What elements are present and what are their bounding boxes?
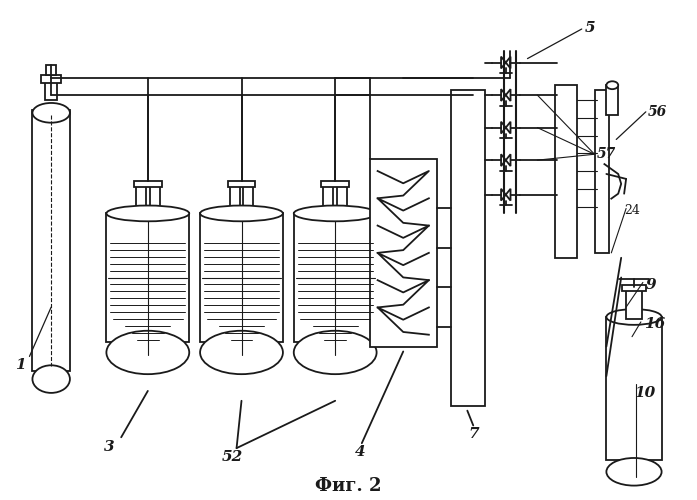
Ellipse shape [293,331,376,374]
Polygon shape [506,56,510,68]
Text: 4: 4 [355,445,365,459]
Ellipse shape [606,309,661,325]
Polygon shape [501,154,506,166]
Ellipse shape [200,331,283,374]
Ellipse shape [107,331,189,374]
Bar [369,159,437,346]
Bar [243,186,253,216]
Bar [200,214,283,342]
Bar [337,186,347,216]
Bar [626,290,642,319]
Text: 24: 24 [624,204,640,216]
Polygon shape [506,122,510,134]
Bar [230,186,240,216]
Polygon shape [501,189,506,200]
Text: 3: 3 [103,440,114,454]
Polygon shape [501,122,506,134]
Text: 7: 7 [468,428,479,442]
Text: 1: 1 [15,358,25,372]
Bar [134,181,162,187]
Bar [136,186,146,216]
Ellipse shape [606,82,618,89]
Text: 9: 9 [646,278,657,291]
Ellipse shape [33,103,70,122]
Polygon shape [501,56,506,68]
Polygon shape [506,89,510,101]
Bar [107,214,189,342]
Polygon shape [501,89,506,101]
Bar [46,66,56,76]
Bar [606,317,661,460]
Polygon shape [506,189,510,200]
Bar [293,214,376,342]
Bar [606,85,618,115]
Bar [595,90,609,253]
Bar [450,90,485,406]
Bar [228,181,255,187]
Text: 52: 52 [222,450,243,464]
Ellipse shape [33,366,70,393]
Text: 10: 10 [634,386,655,400]
Ellipse shape [200,206,283,222]
Text: 56: 56 [648,105,667,119]
Bar [33,110,70,371]
Bar [321,181,349,187]
Text: 57: 57 [597,148,615,162]
Bar [323,186,333,216]
Bar [555,85,577,258]
Polygon shape [506,154,510,166]
Bar [45,80,57,100]
Bar [622,286,646,292]
Bar [150,186,160,216]
Bar [41,76,61,83]
Ellipse shape [107,206,189,222]
Ellipse shape [293,206,376,222]
Text: 5: 5 [585,21,595,35]
Text: 16: 16 [644,317,665,331]
Ellipse shape [606,458,661,485]
Text: Фиг. 2: Фиг. 2 [315,476,382,494]
